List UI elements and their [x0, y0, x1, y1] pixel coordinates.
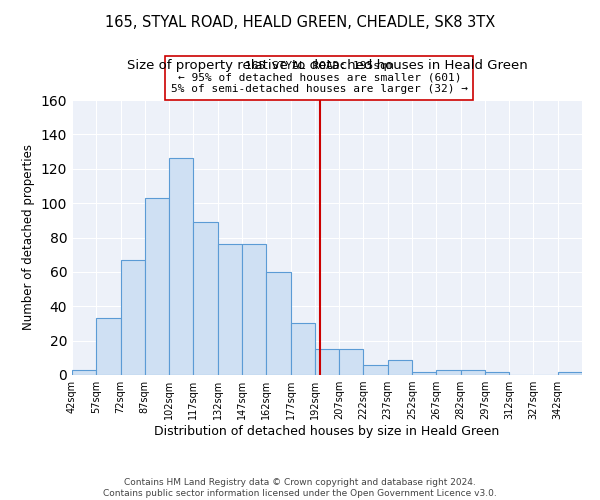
Bar [242, 244, 266, 375]
Title: Size of property relative to detached houses in Heald Green: Size of property relative to detached ho… [127, 60, 527, 72]
Bar [218, 244, 242, 375]
Bar [339, 349, 364, 375]
Y-axis label: Number of detached properties: Number of detached properties [22, 144, 35, 330]
Bar [266, 272, 290, 375]
Bar [145, 198, 169, 375]
Bar [436, 370, 461, 375]
Bar [364, 364, 388, 375]
Bar [72, 370, 96, 375]
Bar [193, 222, 218, 375]
Bar [388, 360, 412, 375]
Text: Contains HM Land Registry data © Crown copyright and database right 2024.
Contai: Contains HM Land Registry data © Crown c… [103, 478, 497, 498]
Bar [558, 372, 582, 375]
Bar [412, 372, 436, 375]
Bar [290, 324, 315, 375]
Bar [485, 372, 509, 375]
X-axis label: Distribution of detached houses by size in Heald Green: Distribution of detached houses by size … [154, 425, 500, 438]
Text: 165 STYAL ROAD: 195sqm
← 95% of detached houses are smaller (601)
5% of semi-det: 165 STYAL ROAD: 195sqm ← 95% of detached… [171, 62, 468, 94]
Bar [96, 318, 121, 375]
Text: 165, STYAL ROAD, HEALD GREEN, CHEADLE, SK8 3TX: 165, STYAL ROAD, HEALD GREEN, CHEADLE, S… [105, 15, 495, 30]
Bar [315, 349, 339, 375]
Bar [169, 158, 193, 375]
Bar [461, 370, 485, 375]
Bar [121, 260, 145, 375]
